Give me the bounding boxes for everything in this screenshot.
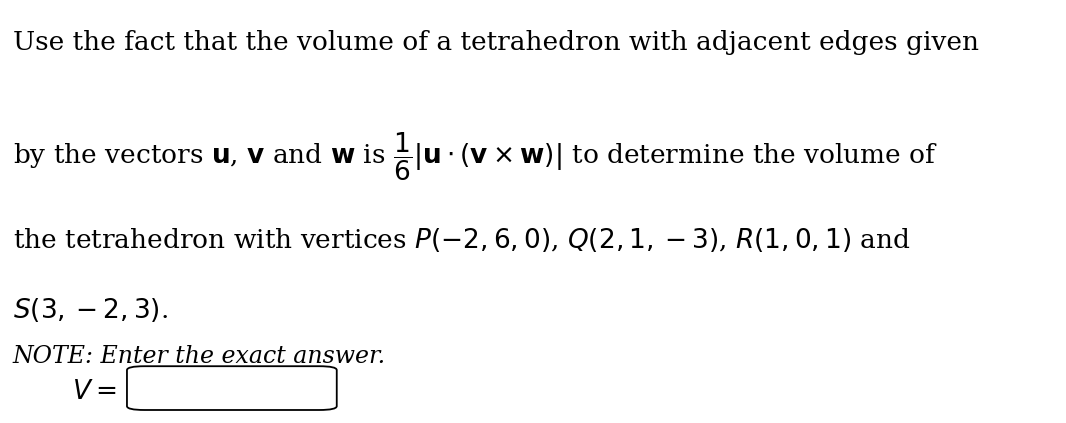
Text: Use the fact that the volume of a tetrahedron with adjacent edges given: Use the fact that the volume of a tetrah…	[13, 30, 979, 55]
Text: by the vectors $\mathbf{u}$, $\mathbf{v}$ and $\mathbf{w}$ is $\dfrac{1}{6}|\mat: by the vectors $\mathbf{u}$, $\mathbf{v}…	[13, 131, 938, 184]
FancyBboxPatch shape	[127, 366, 337, 410]
Text: $V =$: $V =$	[72, 379, 117, 404]
Text: $S(3,-2,3)$.: $S(3,-2,3)$.	[13, 296, 167, 324]
Text: NOTE: Enter the exact answer.: NOTE: Enter the exact answer.	[13, 345, 386, 368]
Text: the tetrahedron with vertices $P(-2,6,0)$, $Q(2,1,-3)$, $R(1,0,1)$ and: the tetrahedron with vertices $P(-2,6,0)…	[13, 226, 910, 254]
